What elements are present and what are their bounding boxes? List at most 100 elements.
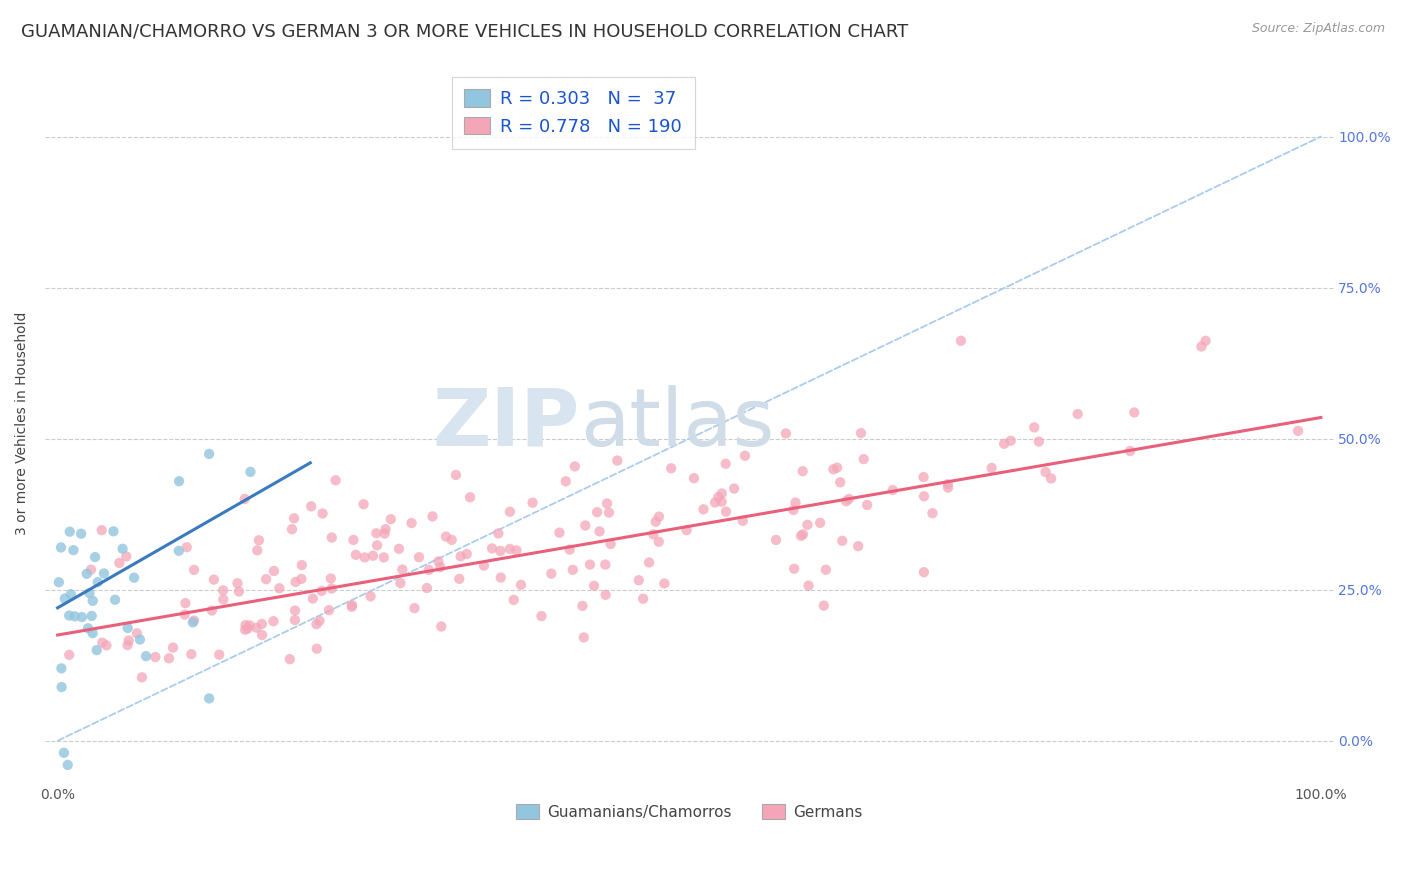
Point <box>814 563 837 577</box>
Point <box>51 661 73 675</box>
Point <box>499 541 522 556</box>
Point <box>710 494 733 508</box>
Point <box>388 541 411 556</box>
Point <box>53 591 76 606</box>
Point <box>450 549 472 564</box>
Point <box>783 562 806 576</box>
Point <box>579 558 602 572</box>
Point <box>262 614 284 628</box>
Point <box>284 574 307 589</box>
Point <box>301 591 323 606</box>
Point <box>62 543 84 558</box>
Point <box>311 507 333 521</box>
Point <box>572 631 595 645</box>
Point <box>631 591 654 606</box>
Point <box>1028 434 1050 449</box>
Point <box>202 573 225 587</box>
Point <box>456 547 478 561</box>
Point <box>58 648 80 662</box>
Point <box>912 565 935 579</box>
Point <box>912 489 935 503</box>
Point <box>235 618 257 632</box>
Point <box>1066 407 1088 421</box>
Point <box>792 527 814 541</box>
Point <box>489 571 512 585</box>
Point <box>82 626 104 640</box>
Point <box>311 584 333 599</box>
Point <box>522 496 544 510</box>
Point <box>404 601 426 615</box>
Point <box>440 533 463 547</box>
Point <box>599 537 621 551</box>
Point <box>1119 444 1142 458</box>
Point <box>792 464 814 478</box>
Point <box>785 495 807 509</box>
Point <box>173 607 195 622</box>
Point <box>183 614 205 628</box>
Point <box>882 483 904 497</box>
Point <box>245 621 267 635</box>
Point <box>825 460 848 475</box>
Point <box>82 594 104 608</box>
Point <box>342 533 364 547</box>
Point <box>278 652 301 666</box>
Point <box>389 576 412 591</box>
Point <box>775 426 797 441</box>
Point <box>683 471 706 485</box>
Point <box>183 563 205 577</box>
Point <box>340 599 363 614</box>
Point <box>233 491 256 506</box>
Point <box>118 633 141 648</box>
Point <box>391 562 413 576</box>
Point <box>1024 420 1046 434</box>
Point <box>325 473 347 487</box>
Point <box>648 534 671 549</box>
Point <box>1194 334 1216 348</box>
Point <box>710 486 733 500</box>
Point <box>564 459 586 474</box>
Point <box>380 512 402 526</box>
Point <box>595 588 617 602</box>
Point <box>80 609 103 624</box>
Point <box>434 530 457 544</box>
Point <box>1000 434 1022 448</box>
Point <box>198 447 221 461</box>
Point <box>318 603 340 617</box>
Point <box>598 506 620 520</box>
Point <box>70 610 93 624</box>
Point <box>796 517 818 532</box>
Point <box>299 500 322 514</box>
Point <box>228 584 250 599</box>
Point <box>782 503 804 517</box>
Point <box>125 626 148 640</box>
Point <box>236 622 259 636</box>
Point <box>77 621 100 635</box>
Point <box>374 522 396 536</box>
Point <box>128 632 150 647</box>
Point <box>131 670 153 684</box>
Point <box>583 579 606 593</box>
Point <box>852 452 875 467</box>
Point <box>554 475 576 489</box>
Point <box>654 576 676 591</box>
Point <box>499 505 522 519</box>
Point <box>250 628 273 642</box>
Point <box>1286 424 1309 438</box>
Point <box>502 593 524 607</box>
Point <box>340 598 363 612</box>
Point <box>58 608 80 623</box>
Point <box>157 651 180 665</box>
Point <box>321 582 343 596</box>
Point <box>648 509 671 524</box>
Point <box>418 563 440 577</box>
Point <box>692 502 714 516</box>
Text: Source: ZipAtlas.com: Source: ZipAtlas.com <box>1251 22 1385 36</box>
Point <box>571 599 593 613</box>
Point <box>830 475 852 490</box>
Point <box>104 592 127 607</box>
Point <box>707 490 730 504</box>
Point <box>52 746 75 760</box>
Point <box>319 572 342 586</box>
Point <box>808 516 831 530</box>
Point <box>846 539 869 553</box>
